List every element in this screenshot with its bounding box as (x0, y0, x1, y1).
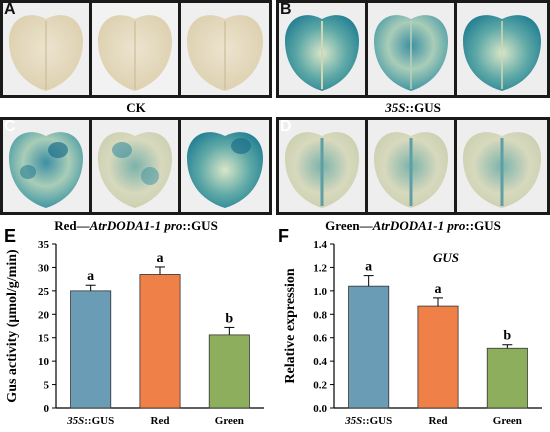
caption-italic: AtrDODA1-1 pro (89, 218, 183, 233)
y-tick-label: 10 (38, 356, 50, 368)
significance-label: b (503, 329, 511, 344)
y-tick-label: 5 (44, 380, 50, 392)
panel-label: C (4, 118, 16, 135)
caption-text: ::GUS (465, 218, 501, 233)
leaf-image (457, 3, 547, 95)
leaf-image (181, 3, 269, 95)
y-tick-label: 25 (38, 286, 50, 298)
leaf-image (279, 120, 365, 212)
chart-f: 0.0 0.2 0.4 0.6 0.8 1.0 1.2 1.4 Relative express… (283, 239, 542, 427)
x-tick-label: Red (151, 415, 170, 427)
significance-label: b (225, 311, 233, 326)
bar (417, 305, 459, 409)
y-tick-label: 1.2 (313, 262, 327, 274)
panel-label: E (4, 226, 17, 246)
bar (139, 274, 181, 409)
panel-a: A (0, 0, 272, 98)
y-tick-label: 35 (38, 239, 50, 251)
y-axis-label: Gus activity (μmol/g/min) (5, 249, 20, 403)
leaf-image (181, 120, 269, 212)
y-tick-label: 0 (44, 403, 50, 415)
chart-e: 0 5 10 15 20 25 30 35 Gus activity (μmol/g/min) a… (5, 239, 264, 427)
caption-text: CK (126, 100, 146, 115)
significance-label: a (435, 282, 442, 297)
leaf-image (92, 3, 178, 95)
y-tick-label: 20 (38, 309, 50, 321)
y-tick-label: 0.6 (313, 333, 327, 345)
leaf-image (3, 3, 89, 95)
caption-text: ::GUS (182, 218, 218, 233)
leaf-image (92, 120, 178, 212)
caption-text: ::GUS (405, 100, 441, 115)
panel-d: D (276, 117, 550, 215)
x-tick-label: 35S::GUS (66, 415, 114, 427)
y-tick-label: 30 (38, 262, 50, 274)
caption-ck: CK (0, 100, 272, 116)
x-tick-label: Green (493, 415, 522, 427)
panel-b: B (276, 0, 550, 98)
leaf-image (3, 120, 89, 212)
leaf-image (368, 120, 454, 212)
bar (486, 347, 528, 409)
x-tick-label: 35S::GUS (344, 415, 392, 427)
y-tick-label: 0.4 (313, 356, 327, 368)
leaf-image (457, 120, 547, 212)
y-tick-label: 0.2 (313, 380, 327, 392)
y-tick-label: 0.0 (313, 403, 327, 415)
caption-italic: 35S (385, 100, 406, 115)
chart-title: GUS (433, 250, 459, 265)
y-tick-label: 0.8 (313, 309, 327, 321)
significance-label: a (365, 260, 372, 275)
significance-label: a (157, 251, 164, 266)
leaf-image (279, 3, 365, 95)
caption-green-promoter: Green—AtrDODA1-1 pro::GUS (276, 218, 550, 234)
y-tick-label: 15 (38, 333, 50, 345)
caption-red-promoter: Red—AtrDODA1-1 pro::GUS (0, 218, 272, 234)
x-tick-label: Green (215, 415, 244, 427)
caption-italic: AtrDODA1-1 pro (372, 218, 466, 233)
panel-label: F (278, 226, 289, 246)
y-tick-label: 1.0 (313, 286, 327, 298)
bar (70, 290, 112, 409)
caption-35s-gus: 35S::GUS (276, 100, 550, 116)
caption-text: Red— (54, 218, 90, 233)
bar (208, 334, 250, 409)
caption-text: Green— (325, 218, 373, 233)
y-axis-label: Relative expression (283, 268, 298, 383)
panel-label: D (280, 118, 292, 135)
panel-label: B (280, 1, 292, 18)
y-tick-label: 1.4 (313, 239, 327, 251)
leaf-image (368, 3, 454, 95)
significance-label: a (87, 269, 94, 284)
panel-c: C (0, 117, 272, 215)
x-tick-label: Red (429, 415, 448, 427)
bar (348, 285, 390, 409)
panel-label: A (4, 1, 16, 18)
